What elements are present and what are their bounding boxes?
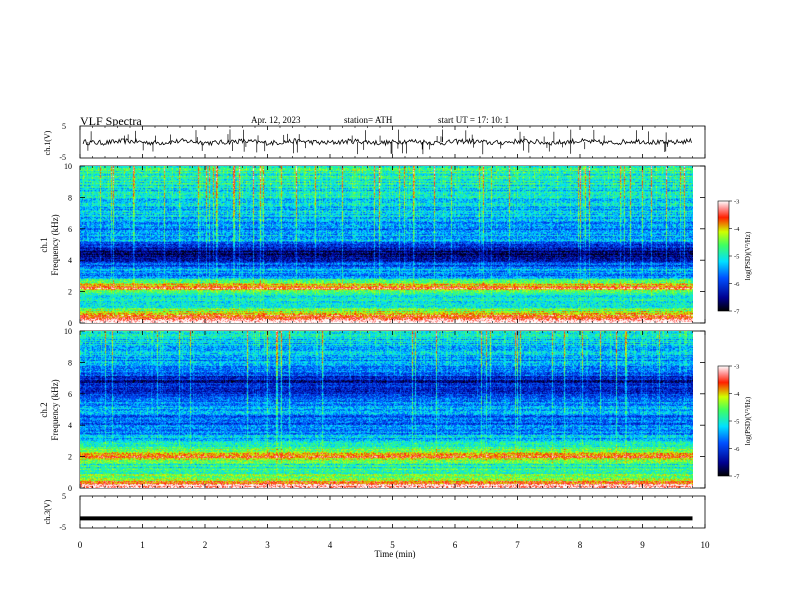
- time-tick-label: 9: [640, 540, 645, 550]
- ch1-freq-tick-label: 2: [68, 288, 72, 297]
- ch2-spectrogram-panel: 0 2 4 6 8 10 ch.2 Frequency (kHz): [39, 327, 706, 493]
- ch1-ytick-bottom: -5: [59, 153, 66, 162]
- station-label: station= ATH: [344, 115, 393, 125]
- ch1-ylabel: ch.1(V): [43, 130, 52, 155]
- ch1-freq-tick-label: 0: [68, 319, 72, 328]
- ch1-colorbar-tick-label: -3: [734, 199, 739, 206]
- time-tick-label: 1: [140, 540, 145, 550]
- ch2-colorbar-tick-label: -3: [734, 364, 739, 371]
- time-tick-label: 6: [453, 540, 458, 550]
- ch1-colorbar-tick-label: -7: [734, 309, 740, 316]
- ch1-frequency-ylabel: Frequency (kHz): [50, 214, 60, 275]
- ch2-colorbar-tick-label: -6: [734, 446, 740, 453]
- ch1-colorbar-tick-label: -5: [734, 254, 739, 261]
- ch2-colorbar-tick-label: -5: [734, 419, 739, 426]
- ch1-panel-label: ch.1: [39, 237, 49, 252]
- ch2-freq-tick-label: 10: [64, 327, 72, 336]
- time-tick-label: 2: [203, 540, 208, 550]
- time-tick-label: 5: [390, 540, 395, 550]
- ch1-freq-tick-label: 10: [64, 162, 72, 171]
- ch2-freq-tick-label: 8: [68, 358, 72, 367]
- ch1-freq-tick-label: 6: [68, 225, 72, 234]
- ch1-colorbar-tick-label: -6: [734, 281, 740, 288]
- ch1-spikes: [87, 129, 668, 155]
- ch1-ytick-top: 5: [62, 122, 66, 131]
- ch3-ylabel: ch.3(V): [43, 499, 52, 524]
- ch3-ytick-top: 5: [62, 492, 66, 501]
- ch1-waveform-panel: 5 -5 ch.1(V): [43, 122, 706, 162]
- time-tick-label: 10: [701, 540, 711, 550]
- time-tick-label: 3: [265, 540, 270, 550]
- ch1-colorbar-ticks: -3 -4 -5 -6 -7: [729, 199, 740, 316]
- ch2-freq-tick-label: 4: [68, 421, 72, 430]
- ch1-spectrogram: [80, 166, 693, 323]
- ch2-colorbar: -3 -4 -5 -6 -7 log(PSD)(V²/Hz): [717, 364, 752, 481]
- ch2-spectrogram: [80, 331, 693, 488]
- time-tick-label: 0: [78, 540, 83, 550]
- ch1-spectrogram-panel: 0 2 4 6 8 10 ch.1 Frequency (kHz): [39, 162, 706, 328]
- ch3-ytick-bottom: -5: [59, 523, 66, 532]
- ch2-frequency-ylabel: Frequency (kHz): [50, 379, 60, 440]
- ch2-frequency-ticks: 0 2 4 6 8 10: [64, 327, 705, 493]
- time-tick-label: 8: [578, 540, 583, 550]
- ch2-freq-tick-label: 6: [68, 390, 72, 399]
- time-tick-label: 7: [515, 540, 520, 550]
- start-ut-label: start UT = 17: 10: 1: [438, 115, 510, 125]
- ch2-colorbar-ticks: -3 -4 -5 -6 -7: [729, 364, 740, 481]
- ch2-colorbar-label: log(PSD)(V²/Hz): [744, 396, 752, 445]
- ch1-freq-tick-label: 8: [68, 193, 72, 202]
- ch1-waveform-trace: [82, 137, 692, 147]
- time-axis: 0 1 2 3 4 5 6 7 8 9 10: [78, 126, 710, 550]
- ch2-colorbar-tick-label: -4: [734, 391, 740, 398]
- ch2-freq-tick-label: 0: [68, 484, 72, 493]
- ch2-panel-label: ch.2: [39, 402, 49, 417]
- ch1-colorbar: -3 -4 -5 -6 -7 log(PSD)(V²/Hz): [717, 199, 752, 316]
- ch1-colorbar-tick-label: -4: [734, 226, 740, 233]
- chart-title: VLF Spectra: [80, 114, 142, 128]
- ch1-colorbar-label: log(PSD)(V²/Hz): [744, 231, 752, 280]
- ch2-colorbar-tick-label: -7: [734, 474, 740, 481]
- ch1-frequency-ticks: 0 2 4 6 8 10: [64, 162, 705, 328]
- time-tick-label: 4: [328, 540, 333, 550]
- date-label: Apr. 12, 2023: [251, 115, 301, 125]
- time-axis-label: Time (min): [375, 549, 416, 559]
- ch2-freq-tick-label: 2: [68, 453, 72, 462]
- ch1-freq-tick-label: 4: [68, 256, 72, 265]
